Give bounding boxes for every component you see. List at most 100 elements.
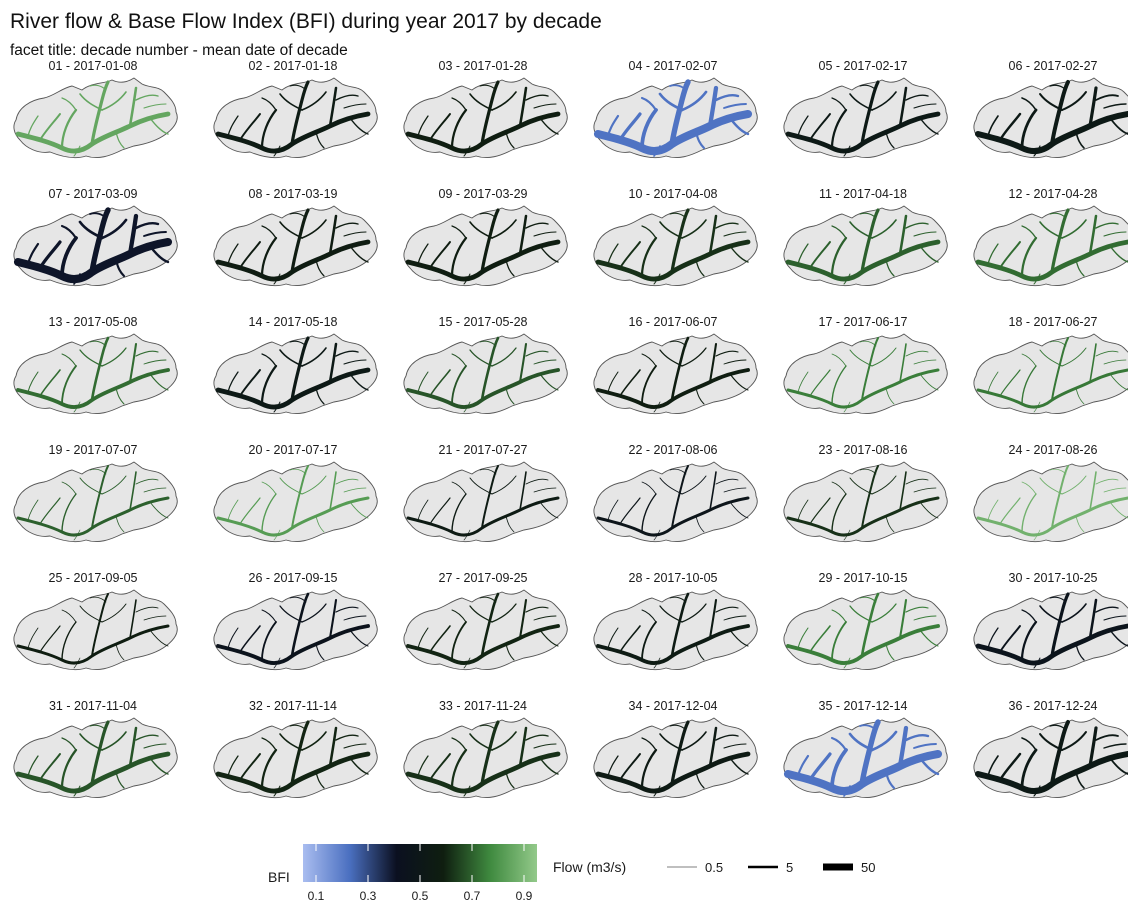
river-segment <box>871 219 897 239</box>
river-segment <box>1050 720 1070 786</box>
chart-subtitle: facet title: decade number - mean date o… <box>10 42 348 59</box>
river-segment <box>343 487 367 493</box>
river-segment <box>715 478 739 485</box>
river-segment <box>640 96 658 112</box>
facet-title: 12 - 2017-04-28 <box>1009 187 1098 201</box>
river-segment <box>1109 629 1128 647</box>
river-segment <box>27 755 39 777</box>
facet-panel: 18 - 2017-06-27 <box>973 315 1128 415</box>
river-segment <box>707 85 719 129</box>
river-segment <box>463 273 471 285</box>
river-segment <box>670 208 690 274</box>
river-segment <box>273 529 281 541</box>
river-segment <box>115 643 125 661</box>
river-segment <box>227 627 239 649</box>
river-segment <box>669 596 687 603</box>
river-segment <box>505 515 515 533</box>
river-segment <box>1033 401 1041 413</box>
river-segment <box>27 627 39 649</box>
river-segment <box>831 97 847 111</box>
basin-outline <box>13 717 178 799</box>
river-segment <box>709 471 717 511</box>
river-segment <box>469 221 493 239</box>
river-segment <box>659 605 683 623</box>
river-segment <box>491 219 517 239</box>
river-segment <box>809 625 831 653</box>
river-segment <box>1049 724 1067 731</box>
river-segment <box>61 481 77 495</box>
river-segment <box>349 629 369 647</box>
river-segment <box>715 350 739 357</box>
facet-title: 35 - 2017-12-14 <box>819 699 908 713</box>
river-segment <box>1088 726 1098 768</box>
river-segment <box>61 97 77 111</box>
river-segment <box>695 771 705 789</box>
facet-title: 02 - 2017-01-18 <box>249 59 338 73</box>
river-segment <box>480 592 500 658</box>
river-segment <box>79 349 103 367</box>
river-segment <box>343 231 367 237</box>
river-segment <box>729 757 749 775</box>
river-segment <box>480 80 500 146</box>
basin-outline <box>403 461 568 543</box>
river-segment <box>289 212 307 219</box>
river-segment <box>653 529 661 541</box>
river-segment <box>1103 103 1127 109</box>
facet-panel: 11 - 2017-04-18 <box>783 187 948 287</box>
river-segment <box>1050 592 1070 658</box>
river-segment <box>429 625 451 653</box>
river-segment <box>27 499 39 521</box>
river-segment <box>135 350 159 357</box>
river-segment <box>301 475 327 495</box>
river-segment <box>919 245 939 263</box>
river-segment <box>1020 620 1038 662</box>
river-segment <box>525 606 549 613</box>
river-segment <box>451 493 467 533</box>
river-segment <box>89 724 107 731</box>
river-segment <box>90 80 110 146</box>
river-segment <box>79 605 103 623</box>
facet-panel: 35 - 2017-12-14 <box>783 699 948 799</box>
basin-outline <box>213 461 378 543</box>
river-segment <box>89 340 107 347</box>
river-segment <box>999 369 1021 397</box>
facet-title: 11 - 2017-04-18 <box>819 187 907 201</box>
river-segment <box>723 743 747 749</box>
river-segment <box>429 369 451 397</box>
river-segment <box>469 93 493 111</box>
river-segment <box>669 724 687 731</box>
river-segment <box>39 497 61 525</box>
river-segment <box>1039 733 1063 751</box>
river-segment <box>335 478 359 485</box>
facet-title: 36 - 2017-12-24 <box>1009 699 1098 713</box>
flow-key-label: 0.5 <box>705 860 723 875</box>
river-segment <box>1039 349 1063 367</box>
river-segment <box>279 221 303 239</box>
river-segment <box>343 615 367 621</box>
river-segment <box>1088 86 1098 128</box>
river-segment <box>849 477 873 495</box>
river-segment <box>830 236 848 278</box>
river-segment <box>335 94 359 101</box>
river-segment <box>809 497 831 525</box>
river-segment <box>450 108 468 150</box>
facet-title: 20 - 2017-07-17 <box>249 443 338 457</box>
river-segment <box>653 145 661 157</box>
river-segment <box>417 755 429 777</box>
river-segment <box>859 724 877 731</box>
river-segment <box>491 475 517 495</box>
river-segment <box>641 365 657 405</box>
basin-outline <box>403 333 568 415</box>
facet-title: 01 - 2017-01-08 <box>49 59 138 73</box>
river-segment <box>885 643 895 661</box>
river-segment <box>479 596 497 603</box>
river-segment <box>1020 748 1038 790</box>
river-segment <box>607 627 619 649</box>
basin-outline <box>973 333 1128 415</box>
river-segment <box>1050 208 1070 274</box>
river-segment <box>73 145 81 157</box>
river-segment <box>1061 91 1087 111</box>
river-segment <box>859 468 877 475</box>
facet-title: 23 - 2017-08-16 <box>819 443 908 457</box>
river-segment <box>143 487 167 493</box>
